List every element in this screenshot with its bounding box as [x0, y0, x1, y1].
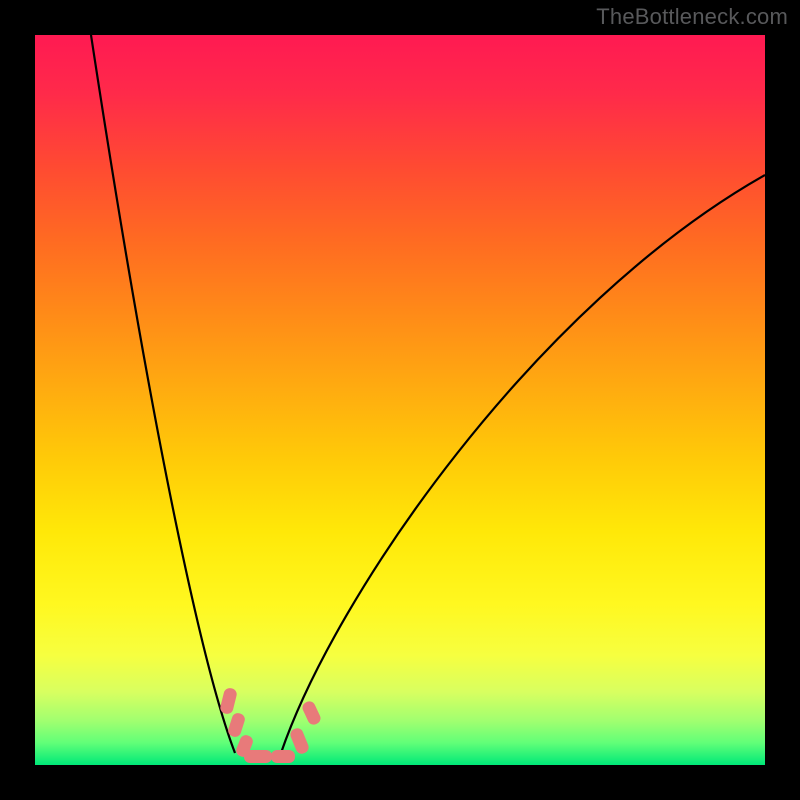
watermark-text: TheBottleneck.com — [596, 4, 788, 30]
plot-area — [35, 35, 765, 765]
marker-point — [227, 712, 247, 739]
marker-point — [244, 750, 272, 763]
marker-point — [219, 687, 238, 715]
data-markers — [35, 35, 765, 765]
marker-group — [219, 687, 322, 763]
marker-point — [301, 699, 323, 726]
chart-container: TheBottleneck.com — [0, 0, 800, 800]
marker-point — [271, 750, 295, 763]
